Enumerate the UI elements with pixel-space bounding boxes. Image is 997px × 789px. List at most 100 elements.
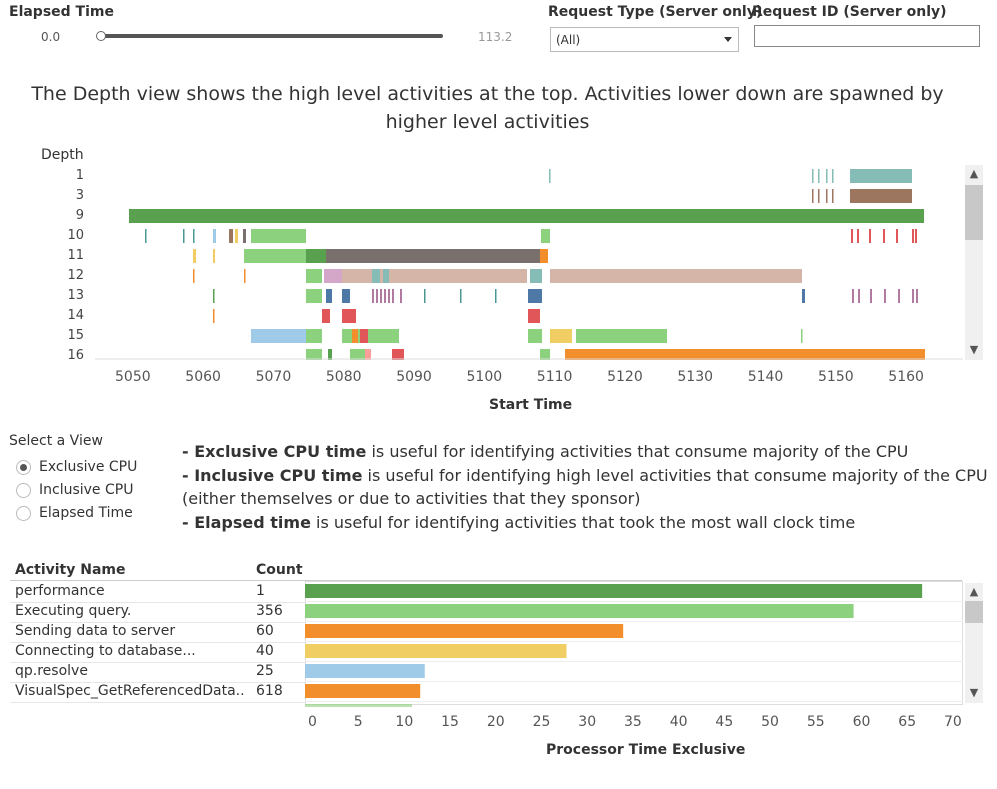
activity-segment[interactable] <box>306 289 322 303</box>
processor-time-bar[interactable] <box>305 684 421 698</box>
activity-segment[interactable] <box>528 309 540 323</box>
activity-segment[interactable] <box>870 289 872 303</box>
activity-segment[interactable] <box>915 229 917 243</box>
processor-time-bar[interactable] <box>305 604 854 618</box>
activity-segment[interactable] <box>213 309 215 323</box>
activity-segment[interactable] <box>229 229 233 243</box>
activity-segment[interactable] <box>857 229 859 243</box>
radio-elapsed-time[interactable] <box>16 506 31 521</box>
activity-segment[interactable] <box>802 289 805 303</box>
activity-segment[interactable] <box>826 189 828 203</box>
table-row[interactable]: Executing query. 356 <box>10 602 305 623</box>
activity-segment[interactable] <box>244 269 246 283</box>
activity-segment[interactable] <box>495 289 497 303</box>
table-row[interactable]: Connecting to database... 40 <box>10 642 305 663</box>
activity-segment[interactable] <box>183 229 185 243</box>
activity-segment[interactable] <box>365 349 371 360</box>
scroll-up-icon[interactable]: ▲ <box>969 585 979 598</box>
radio-exclusive-cpu[interactable] <box>16 460 31 475</box>
activity-segment[interactable] <box>342 309 356 323</box>
activity-segment[interactable] <box>322 309 330 323</box>
table-scroll-thumb[interactable] <box>965 601 983 623</box>
processor-time-chart[interactable] <box>305 581 963 705</box>
activity-segment[interactable] <box>372 289 374 303</box>
radio-inclusive-cpu-label[interactable]: Inclusive CPU <box>39 482 134 498</box>
activity-segment[interactable] <box>324 269 342 283</box>
activity-segment[interactable] <box>326 289 332 303</box>
activity-segment[interactable] <box>898 289 900 303</box>
activity-segment[interactable] <box>342 289 350 303</box>
activity-segment[interactable] <box>550 329 572 343</box>
activity-segment[interactable] <box>392 289 394 303</box>
activity-segment[interactable] <box>528 289 542 303</box>
radio-elapsed-time-label[interactable]: Elapsed Time <box>39 505 133 521</box>
table-row[interactable]: VisualSpec_GetReferencedData.. 618 <box>10 682 305 703</box>
table-row[interactable]: performance 1 <box>10 582 305 603</box>
activity-segment[interactable] <box>145 229 147 243</box>
activity-segment[interactable] <box>193 229 195 243</box>
activity-segment[interactable] <box>540 349 550 360</box>
activity-segment[interactable] <box>360 329 368 343</box>
activity-segment[interactable] <box>213 229 216 243</box>
elapsed-time-slider[interactable] <box>101 34 443 38</box>
activity-segment[interactable] <box>801 329 803 343</box>
activity-segment[interactable] <box>858 289 860 303</box>
activity-segment[interactable] <box>193 269 195 283</box>
scroll-down-icon[interactable]: ▼ <box>969 343 979 356</box>
activity-segment[interactable] <box>193 249 196 263</box>
table-row[interactable]: Sending data to server 60 <box>10 622 305 643</box>
activity-segment[interactable] <box>328 349 332 360</box>
activity-segment[interactable] <box>372 269 380 283</box>
activity-segment[interactable] <box>306 249 326 263</box>
depth-chart-scrollbar[interactable]: ▲ ▼ <box>965 165 983 360</box>
depth-chart-plot[interactable] <box>95 160 963 360</box>
activity-segment[interactable] <box>549 169 551 183</box>
activity-segment[interactable] <box>213 249 215 263</box>
activity-segment[interactable] <box>884 289 886 303</box>
activity-segment[interactable] <box>916 289 918 303</box>
scroll-up-icon[interactable]: ▲ <box>969 167 979 180</box>
activity-segment[interactable] <box>850 169 912 183</box>
activity-segment[interactable] <box>541 229 550 243</box>
activity-segment[interactable] <box>832 189 834 203</box>
activity-segment[interactable] <box>832 169 834 183</box>
activity-segment[interactable] <box>540 249 548 263</box>
activity-segment[interactable] <box>376 289 378 303</box>
activity-segment[interactable] <box>565 349 579 360</box>
activity-segment[interactable] <box>852 289 854 303</box>
activity-segment[interactable] <box>869 229 871 243</box>
radio-inclusive-cpu[interactable] <box>16 483 31 498</box>
activity-segment[interactable] <box>576 329 667 343</box>
activity-segment[interactable] <box>850 189 912 203</box>
activity-segment[interactable] <box>326 249 540 263</box>
activity-segment[interactable] <box>818 169 820 183</box>
scroll-down-icon[interactable]: ▼ <box>969 686 979 699</box>
activity-segment[interactable] <box>380 289 382 303</box>
activity-segment[interactable] <box>342 269 527 283</box>
table-row[interactable]: qp.resolve 25 <box>10 662 305 683</box>
activity-segment[interactable] <box>213 289 215 303</box>
activity-segment[interactable] <box>388 289 390 303</box>
request-type-dropdown[interactable]: (All) <box>550 27 739 52</box>
activity-segment[interactable] <box>400 289 402 303</box>
activity-segment[interactable] <box>243 229 246 243</box>
activity-segment[interactable] <box>812 189 814 203</box>
activity-segment[interactable] <box>528 329 542 343</box>
activity-segment[interactable] <box>129 209 924 223</box>
activity-segment[interactable] <box>883 229 885 243</box>
col-header-activity-name[interactable]: Activity Name <box>15 562 126 578</box>
table-scrollbar[interactable]: ▲ ▼ <box>965 583 983 703</box>
activity-segment[interactable] <box>851 229 853 243</box>
activity-segment[interactable] <box>306 349 322 360</box>
activity-segment[interactable] <box>912 289 914 303</box>
activity-segment[interactable] <box>579 349 925 360</box>
activity-segment[interactable] <box>896 229 898 243</box>
radio-exclusive-cpu-label[interactable]: Exclusive CPU <box>39 459 138 475</box>
activity-segment[interactable] <box>306 269 322 283</box>
activity-segment[interactable] <box>350 349 370 360</box>
depth-scroll-thumb[interactable] <box>965 185 983 240</box>
elapsed-slider-handle[interactable] <box>96 31 106 41</box>
request-id-input[interactable] <box>754 25 980 47</box>
activity-segment[interactable] <box>818 189 820 203</box>
activity-segment[interactable] <box>912 229 914 243</box>
